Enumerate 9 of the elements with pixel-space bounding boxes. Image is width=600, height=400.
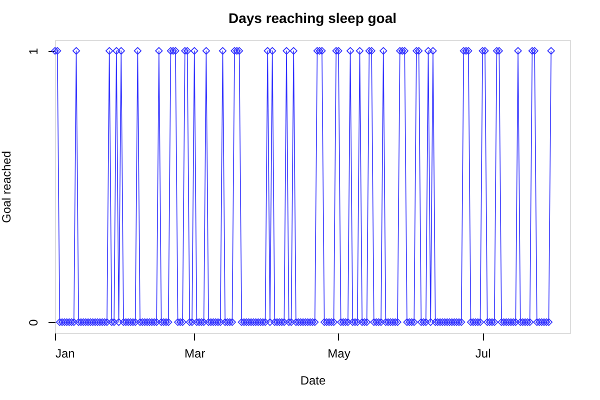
y-tick-label: 0	[26, 318, 40, 326]
y-tick-label: 1	[26, 48, 40, 55]
x-tick-label: May	[328, 346, 350, 360]
chart-title: Days reaching sleep goal	[228, 10, 397, 26]
x-tick-label: Jan	[56, 346, 75, 360]
x-tick-label: Jul	[475, 346, 491, 360]
x-axis-title: Date	[300, 374, 326, 388]
y-axis-title: Goal reached	[0, 150, 14, 224]
x-tick-label: Mar	[184, 346, 206, 360]
